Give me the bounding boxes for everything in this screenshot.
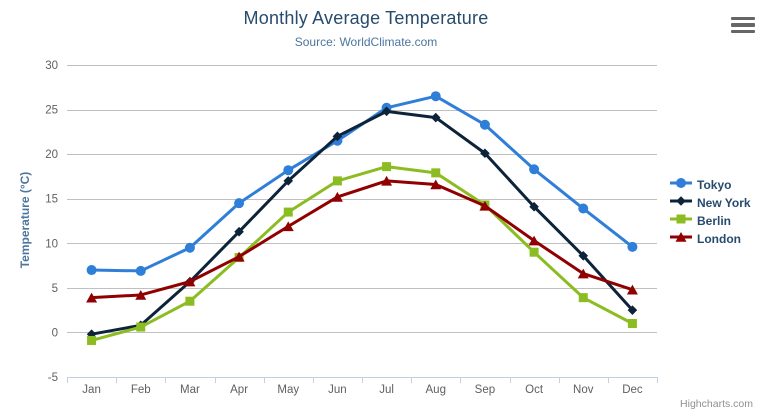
legend-item-label: London [697,232,741,246]
data-point-new-york[interactable] [283,176,294,186]
hamburger-bar [731,17,755,21]
legend-item-label: New York [697,196,751,210]
y-axis-label: 25 [45,105,58,117]
legend-item-new-york[interactable]: New York [670,194,751,212]
data-point-berlin[interactable] [87,335,97,345]
legend-marker-berlin [676,214,686,224]
data-point-london[interactable] [381,175,393,186]
chart-subtitle: Source: WorldClimate.com [294,35,438,49]
data-point-tokyo[interactable] [627,241,638,252]
data-point-london[interactable] [135,289,147,300]
data-point-tokyo[interactable] [283,165,294,176]
x-axis-label: Apr [230,384,248,396]
series-line-london[interactable] [90,179,634,300]
data-point-tokyo[interactable] [479,119,490,130]
series-line-new-york[interactable] [90,109,634,336]
legend-item-london[interactable]: London [670,230,751,248]
x-axis-label: Jul [379,384,394,396]
y-axis-label: 30 [45,60,58,72]
data-point-tokyo[interactable] [135,265,146,276]
data-point-berlin[interactable] [283,207,293,217]
x-axis-label: Feb [131,384,151,396]
data-point-london[interactable] [626,284,638,295]
y-axis-label: 10 [45,238,58,250]
data-point-berlin[interactable] [382,162,392,172]
data-point-tokyo[interactable] [184,242,195,253]
data-point-new-york[interactable] [627,305,638,315]
data-point-new-york[interactable] [529,201,539,212]
legend-item-tokyo[interactable]: Tokyo [670,176,751,194]
data-point-london[interactable] [233,251,245,262]
data-point-tokyo[interactable] [578,203,589,214]
hamburger-bar [731,23,755,27]
legend-marker-tokyo [676,178,686,188]
legend-item-berlin[interactable]: Berlin [670,212,751,230]
x-axis-label: Aug [426,384,446,396]
data-point-london[interactable] [86,292,98,303]
data-point-london[interactable] [528,235,540,246]
data-point-new-york[interactable] [578,250,589,261]
x-axis-label: Sep [475,384,495,396]
x-axis-label: Nov [573,384,594,396]
hamburger-bar [731,29,755,33]
y-axis-label: 0 [52,327,58,339]
data-point-new-york[interactable] [234,226,244,237]
data-point-london[interactable] [577,268,589,279]
data-point-berlin[interactable] [529,247,539,257]
y-axis-title: Temperature (°C) [18,171,32,269]
x-axis-label: Dec [622,384,643,396]
data-point-london[interactable] [479,200,491,211]
legend-square-icon [670,212,692,230]
data-point-berlin[interactable] [185,296,195,306]
legend-marker-london [675,232,687,242]
legend-marker-new-york [676,196,686,206]
data-point-tokyo[interactable] [529,164,540,175]
data-point-tokyo[interactable] [234,198,245,209]
hamburger-menu-icon[interactable] [730,16,756,34]
legend-diamond-icon [670,194,692,212]
data-point-london[interactable] [430,179,442,190]
data-point-tokyo[interactable] [430,91,441,102]
data-point-new-york[interactable] [430,112,441,123]
data-point-new-york[interactable] [332,131,343,142]
x-axis-label: Mar [180,384,200,396]
x-axis-label: Jan [82,384,101,396]
y-axis-label: 20 [45,149,58,161]
legend-item-label: Berlin [697,214,732,228]
data-point-berlin[interactable] [431,168,441,178]
data-point-new-york[interactable] [480,148,490,159]
y-axis-label: 15 [45,194,58,206]
data-point-london[interactable] [184,276,196,287]
credits-link[interactable]: Highcharts.com [680,398,753,410]
series-line-berlin[interactable] [90,165,634,342]
data-point-tokyo[interactable] [86,265,97,276]
data-point-berlin[interactable] [136,322,146,332]
data-point-berlin[interactable] [627,319,637,329]
data-point-berlin[interactable] [578,293,588,303]
x-axis-label: Jun [328,384,347,396]
data-point-berlin[interactable] [332,176,342,186]
legend-circle-icon [670,176,692,194]
legend: Tokyo New York Berlin London [670,176,751,248]
chart-title: Monthly Average Temperature [243,8,489,28]
data-point-london[interactable] [282,221,294,232]
data-point-new-york[interactable] [381,106,392,117]
y-axis-label: -5 [48,372,58,384]
x-axis-label: Oct [525,384,544,396]
x-axis-label: May [277,384,299,396]
legend-triangle-icon [670,230,692,248]
legend-item-label: Tokyo [697,178,732,192]
data-point-london[interactable] [331,191,343,202]
y-axis-label: 5 [52,283,58,295]
